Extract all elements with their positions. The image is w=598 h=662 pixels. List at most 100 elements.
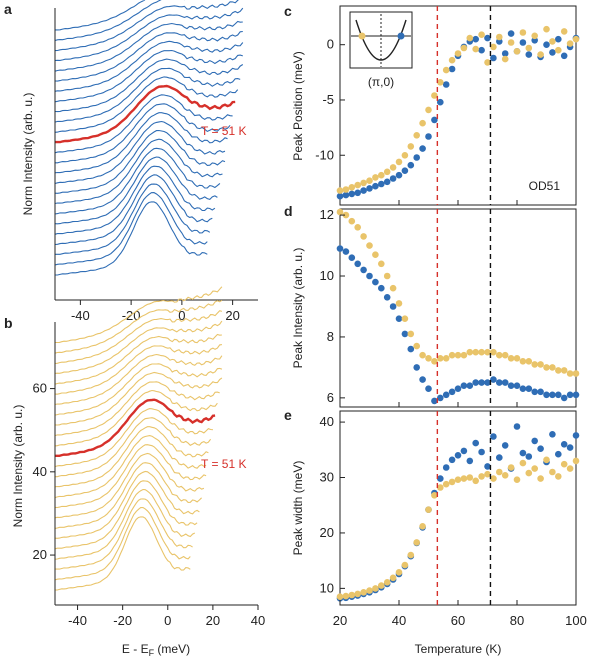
data-point-blue [419, 145, 426, 152]
spectrum-curve [54, 435, 207, 499]
data-point-yellow [572, 370, 580, 377]
inset-yellow-point [358, 32, 366, 40]
data-point-blue [531, 388, 538, 396]
data-point-yellow [496, 33, 503, 41]
data-point-blue [360, 187, 367, 194]
data-point-yellow [525, 44, 533, 52]
data-point-yellow [531, 32, 538, 40]
spectrum-curve [54, 165, 216, 235]
spectrum-curve [54, 320, 223, 374]
data-point-yellow [466, 348, 474, 356]
data-point-blue [366, 272, 373, 280]
data-point-yellow [555, 473, 562, 480]
data-point-blue [496, 379, 503, 386]
data-point-blue [507, 382, 515, 390]
data-point-blue [543, 391, 550, 399]
data-point-yellow [490, 43, 497, 51]
data-point-yellow [501, 472, 509, 479]
data-point-yellow [395, 300, 403, 307]
points-c [336, 25, 580, 200]
annotation-t51-a: T = 51 K [201, 124, 246, 138]
data-point-yellow [537, 475, 544, 482]
spectrum-curve [55, 183, 211, 255]
data-point-yellow [531, 361, 538, 368]
data-point-blue [572, 391, 580, 399]
spectrum-curve [54, 94, 233, 154]
spectrum-curve [54, 353, 223, 406]
data-point-blue [484, 463, 491, 470]
data-point-blue [525, 385, 533, 393]
data-point-yellow [460, 351, 468, 359]
data-point-blue [466, 457, 474, 465]
data-point-blue [407, 161, 415, 169]
data-point-yellow [336, 593, 344, 600]
data-point-blue [354, 260, 362, 268]
data-point-yellow [513, 355, 521, 362]
spectrum-curve [55, 516, 191, 591]
data-point-yellow [395, 158, 403, 166]
inset-band-diagram: (π,0) [349, 11, 413, 89]
data-point-blue [566, 444, 574, 451]
panel-d: 6 8 10 12 Peak Intensity (arb. u.) [291, 207, 580, 408]
y-tick-label: 6 [327, 390, 334, 405]
spectrum-curve [55, 417, 212, 478]
data-point-blue [572, 432, 580, 439]
data-point-blue [490, 54, 497, 62]
data-point-yellow [437, 355, 444, 362]
data-point-yellow [372, 251, 379, 258]
spectrum-curve [54, 174, 213, 246]
spectrum-curve [54, 506, 191, 581]
data-point-yellow [413, 342, 421, 350]
data-point-blue [342, 191, 350, 199]
data-point-yellow [484, 348, 491, 356]
spectrum-curve [54, 0, 239, 52]
data-point-yellow [348, 217, 356, 225]
x-tick-label: -40 [68, 613, 87, 628]
data-point-yellow [490, 348, 497, 356]
data-point-yellow [454, 351, 462, 359]
data-point-yellow [389, 284, 397, 292]
y-ticks-b: 20 40 60 [33, 381, 55, 562]
data-point-blue [395, 315, 403, 323]
spectrum-curve [54, 120, 226, 185]
spectrum-curve [54, 480, 198, 550]
spectrum-curve [54, 20, 243, 72]
data-point-yellow [425, 506, 432, 513]
data-point-yellow [549, 468, 556, 476]
data-point-blue [431, 116, 438, 124]
data-point-blue [560, 52, 568, 60]
data-point-yellow [478, 473, 485, 480]
data-point-yellow [466, 474, 474, 481]
panel-a: -40 -20 0 20 Norm Intensity (arb. u.) T = 5… [21, 0, 258, 323]
data-point-blue [519, 385, 527, 393]
panel-label-b: b [4, 315, 13, 331]
data-point-yellow [419, 351, 426, 359]
data-point-yellow [383, 168, 391, 176]
data-point-blue [454, 452, 462, 459]
y-tick-label: 10 [320, 580, 334, 595]
data-point-blue [466, 382, 474, 390]
data-point-blue [490, 433, 497, 440]
data-point-blue [378, 284, 385, 292]
data-point-yellow [549, 38, 556, 45]
data-point-yellow [484, 59, 491, 66]
x-tick-label: 80 [510, 613, 524, 628]
highlight-curve [55, 398, 216, 457]
x-ticks-c [339, 200, 577, 205]
data-point-blue [501, 442, 509, 449]
data-point-blue [460, 382, 468, 390]
data-point-yellow [519, 29, 527, 36]
data-point-blue [472, 439, 480, 447]
data-point-blue [372, 182, 379, 190]
spectrum-curve [54, 138, 223, 205]
data-point-yellow [342, 592, 350, 600]
spectrum-curve [54, 299, 223, 354]
spectrum-curve [54, 363, 223, 416]
data-point-yellow [431, 92, 438, 99]
data-point-yellow [372, 585, 379, 592]
x-ticks-e: 20 40 60 80 100 [333, 600, 587, 628]
y-ticks-d: 6 8 10 12 [320, 207, 345, 405]
data-point-yellow [395, 569, 403, 576]
data-point-yellow [425, 106, 432, 114]
